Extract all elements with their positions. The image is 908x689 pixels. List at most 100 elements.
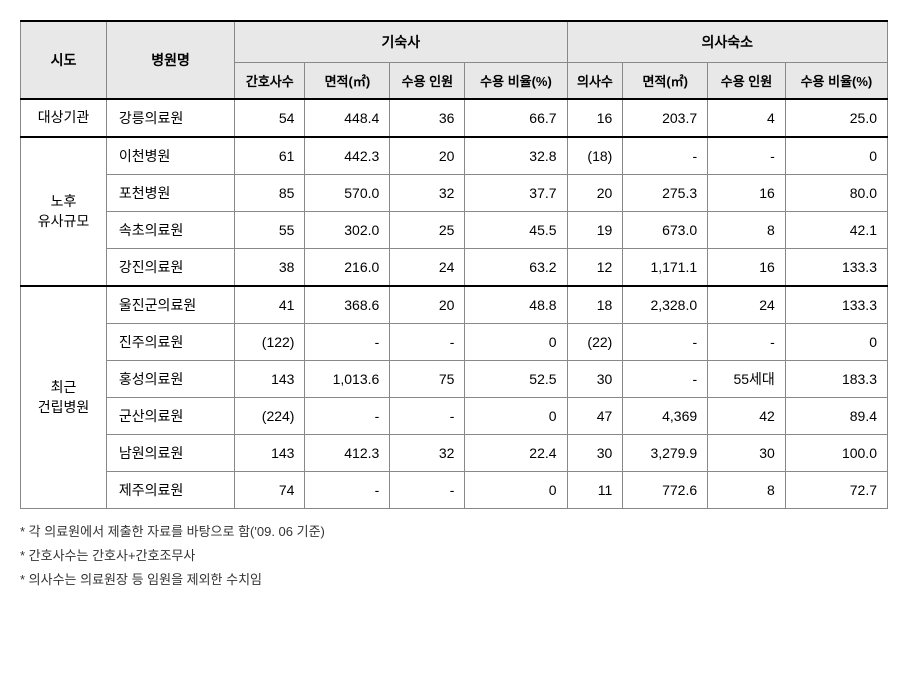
- dorm-area-cell: 216.0: [305, 249, 390, 287]
- table-row: 대상기관강릉의료원54448.43666.716203.7425.0: [21, 99, 888, 137]
- hospital-name-cell: 남원의료원: [106, 435, 234, 472]
- header-hospital: 병원명: [106, 21, 234, 99]
- header-doctor-count: 의사수: [567, 63, 623, 100]
- dorm-capacity-cell: 32: [390, 435, 465, 472]
- footnote-line: * 간호사수는 간호사+간호조무사: [20, 545, 888, 567]
- hospital-name-cell: 제주의료원: [106, 472, 234, 509]
- header-dorm-ratio: 수용 비율(%): [465, 63, 567, 100]
- dorm-capacity-cell: -: [390, 324, 465, 361]
- hospital-name-cell: 강진의료원: [106, 249, 234, 287]
- header-dorm-group: 기숙사: [235, 21, 567, 63]
- doctor-count-cell: 20: [567, 175, 623, 212]
- doc-area-cell: 3,279.9: [623, 435, 708, 472]
- dorm-ratio-cell: 45.5: [465, 212, 567, 249]
- dorm-ratio-cell: 37.7: [465, 175, 567, 212]
- doctor-count-cell: 30: [567, 435, 623, 472]
- doctor-count-cell: 12: [567, 249, 623, 287]
- hospital-name-cell: 이천병원: [106, 137, 234, 175]
- table-row: 남원의료원143412.33222.4303,279.930100.0: [21, 435, 888, 472]
- hospital-name-cell: 군산의료원: [106, 398, 234, 435]
- doc-capacity-cell: -: [708, 137, 786, 175]
- nurse-count-cell: (224): [235, 398, 305, 435]
- category-cell: 최근건립병원: [21, 286, 107, 509]
- dorm-ratio-cell: 63.2: [465, 249, 567, 287]
- doc-ratio-cell: 133.3: [785, 249, 887, 287]
- doc-ratio-cell: 100.0: [785, 435, 887, 472]
- doc-area-cell: 203.7: [623, 99, 708, 137]
- doc-area-cell: 2,328.0: [623, 286, 708, 324]
- nurse-count-cell: 54: [235, 99, 305, 137]
- dorm-area-cell: 442.3: [305, 137, 390, 175]
- nurse-count-cell: 74: [235, 472, 305, 509]
- table-row: 강진의료원38216.02463.2121,171.116133.3: [21, 249, 888, 287]
- dorm-area-cell: 448.4: [305, 99, 390, 137]
- dorm-area-cell: -: [305, 324, 390, 361]
- nurse-count-cell: 143: [235, 361, 305, 398]
- nurse-count-cell: 143: [235, 435, 305, 472]
- doctor-count-cell: (18): [567, 137, 623, 175]
- hospital-facility-table: 시도 병원명 기숙사 의사숙소 간호사수 면적(㎡) 수용 인원 수용 비율(%…: [20, 20, 888, 509]
- table-row: 노후유사규모이천병원61442.32032.8(18)--0: [21, 137, 888, 175]
- footnotes: * 각 의료원에서 제출한 자료를 바탕으로 함('09. 06 기준)* 간호…: [20, 521, 888, 591]
- doc-ratio-cell: 72.7: [785, 472, 887, 509]
- dorm-ratio-cell: 0: [465, 324, 567, 361]
- doctor-count-cell: 19: [567, 212, 623, 249]
- dorm-area-cell: -: [305, 472, 390, 509]
- nurse-count-cell: (122): [235, 324, 305, 361]
- nurse-count-cell: 85: [235, 175, 305, 212]
- dorm-capacity-cell: 32: [390, 175, 465, 212]
- table-row: 홍성의료원1431,013.67552.530-55세대183.3: [21, 361, 888, 398]
- doctor-count-cell: 47: [567, 398, 623, 435]
- doctor-count-cell: (22): [567, 324, 623, 361]
- doc-area-cell: 673.0: [623, 212, 708, 249]
- dorm-capacity-cell: 24: [390, 249, 465, 287]
- header-doc-ratio: 수용 비율(%): [785, 63, 887, 100]
- doc-ratio-cell: 80.0: [785, 175, 887, 212]
- doc-ratio-cell: 183.3: [785, 361, 887, 398]
- doctor-count-cell: 16: [567, 99, 623, 137]
- header-sido: 시도: [21, 21, 107, 99]
- table-row: 포천병원85570.03237.720275.31680.0: [21, 175, 888, 212]
- doc-capacity-cell: 16: [708, 175, 786, 212]
- dorm-ratio-cell: 52.5: [465, 361, 567, 398]
- hospital-name-cell: 울진군의료원: [106, 286, 234, 324]
- doc-area-cell: -: [623, 324, 708, 361]
- header-nurse-count: 간호사수: [235, 63, 305, 100]
- dorm-area-cell: 302.0: [305, 212, 390, 249]
- table-body: 대상기관강릉의료원54448.43666.716203.7425.0노후유사규모…: [21, 99, 888, 509]
- doctor-count-cell: 11: [567, 472, 623, 509]
- dorm-area-cell: 412.3: [305, 435, 390, 472]
- doc-capacity-cell: -: [708, 324, 786, 361]
- doc-area-cell: 772.6: [623, 472, 708, 509]
- dorm-capacity-cell: 36: [390, 99, 465, 137]
- dorm-area-cell: 368.6: [305, 286, 390, 324]
- doc-capacity-cell: 24: [708, 286, 786, 324]
- table-row: 속초의료원55302.02545.519673.0842.1: [21, 212, 888, 249]
- dorm-area-cell: -: [305, 398, 390, 435]
- doc-area-cell: 1,171.1: [623, 249, 708, 287]
- header-doc-capacity: 수용 인원: [708, 63, 786, 100]
- doc-ratio-cell: 89.4: [785, 398, 887, 435]
- dorm-capacity-cell: -: [390, 398, 465, 435]
- doc-area-cell: 275.3: [623, 175, 708, 212]
- dorm-capacity-cell: 25: [390, 212, 465, 249]
- doc-ratio-cell: 0: [785, 137, 887, 175]
- doc-capacity-cell: 8: [708, 472, 786, 509]
- header-dorm-capacity: 수용 인원: [390, 63, 465, 100]
- doc-capacity-cell: 8: [708, 212, 786, 249]
- table-row: 최근건립병원울진군의료원41368.62048.8182,328.024133.…: [21, 286, 888, 324]
- nurse-count-cell: 55: [235, 212, 305, 249]
- dorm-ratio-cell: 66.7: [465, 99, 567, 137]
- dorm-capacity-cell: -: [390, 472, 465, 509]
- doc-ratio-cell: 25.0: [785, 99, 887, 137]
- category-cell: 대상기관: [21, 99, 107, 137]
- doc-ratio-cell: 133.3: [785, 286, 887, 324]
- doc-capacity-cell: 42: [708, 398, 786, 435]
- dorm-ratio-cell: 48.8: [465, 286, 567, 324]
- hospital-name-cell: 강릉의료원: [106, 99, 234, 137]
- hospital-name-cell: 포천병원: [106, 175, 234, 212]
- doc-capacity-cell: 16: [708, 249, 786, 287]
- dorm-area-cell: 570.0: [305, 175, 390, 212]
- header-doctor-group: 의사숙소: [567, 21, 887, 63]
- hospital-name-cell: 홍성의료원: [106, 361, 234, 398]
